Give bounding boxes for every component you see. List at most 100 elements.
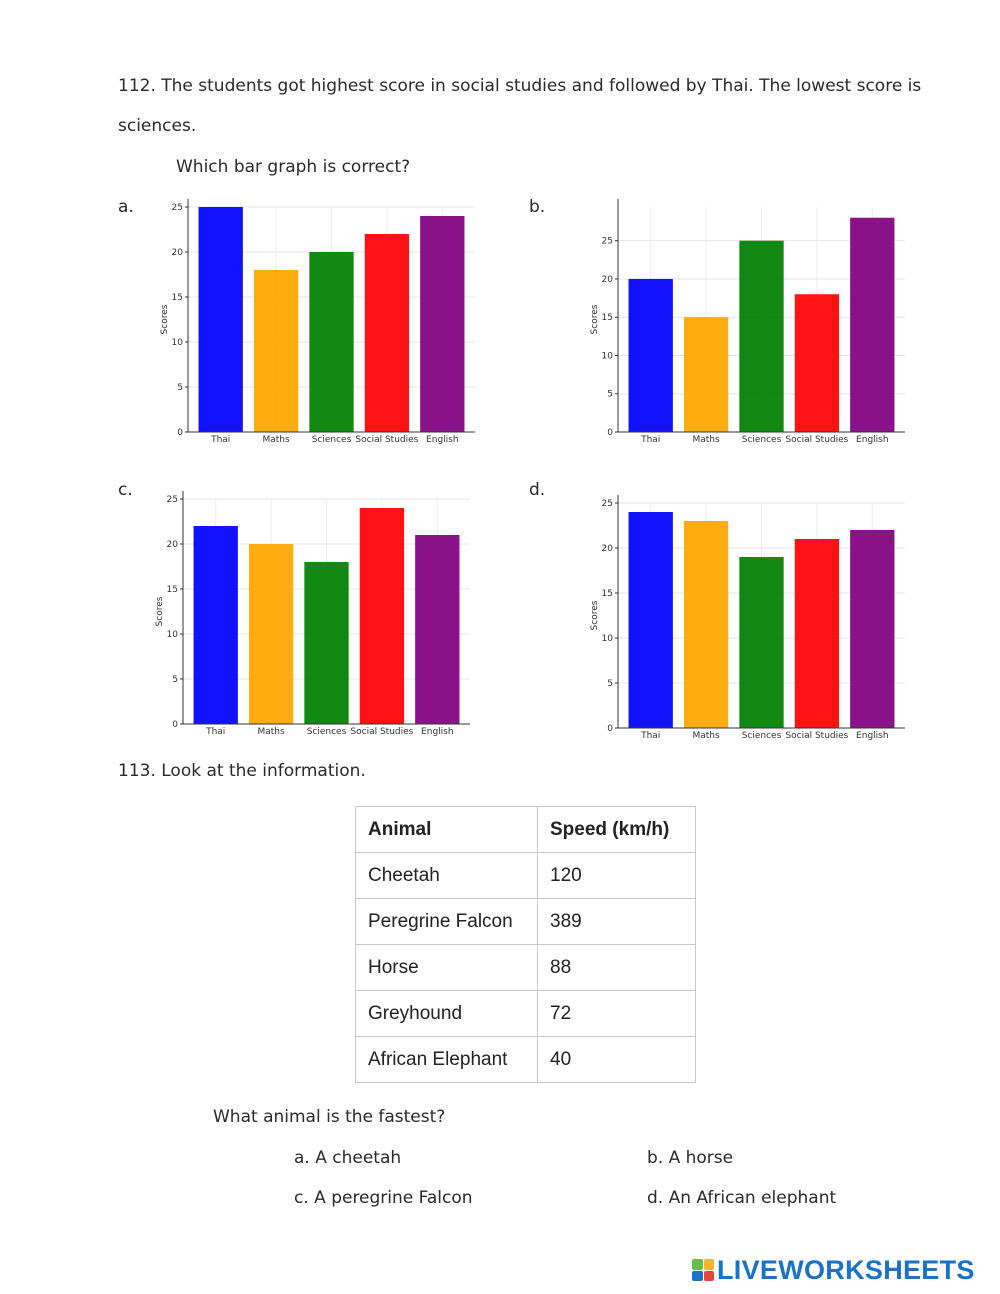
y-tick-label: 25: [167, 495, 178, 505]
bar-maths: [683, 317, 729, 432]
bar-english: [415, 535, 460, 724]
bar-social-studies: [794, 539, 840, 728]
x-tick-label: Maths: [692, 731, 720, 741]
q113-option-d[interactable]: d. An African elephant: [647, 1188, 837, 1208]
y-tick-label: 5: [177, 383, 183, 393]
q112-question: Which bar graph is correct?: [176, 157, 411, 177]
y-axis-label: Scores: [590, 600, 600, 630]
x-tick-label: Thai: [640, 435, 660, 445]
y-tick-label: 0: [177, 428, 183, 438]
q113-option-c[interactable]: c. A peregrine Falcon: [294, 1188, 473, 1208]
table-cell-animal: Horse: [355, 944, 538, 991]
y-axis-label: Scores: [590, 304, 600, 334]
x-tick-label: Sciences: [742, 435, 782, 445]
y-tick-label: 5: [607, 679, 613, 689]
bar-english: [420, 216, 465, 432]
table-header-speed: Speed (km/h): [537, 806, 696, 853]
x-tick-label: English: [856, 731, 889, 741]
x-tick-label: Maths: [692, 435, 720, 445]
option-a-label[interactable]: a.: [118, 197, 134, 217]
y-tick-label: 20: [602, 544, 614, 554]
bar-english: [850, 530, 895, 728]
x-tick-label: Social Studies: [355, 435, 418, 445]
option-d-label[interactable]: d.: [529, 480, 546, 500]
option-b-label[interactable]: b.: [529, 197, 546, 217]
x-tick-label: Sciences: [307, 727, 347, 737]
liveworksheets-wordmark: LIVEWORKSHEETS: [717, 1254, 975, 1285]
bar-maths: [248, 544, 294, 724]
table-cell-speed: 88: [537, 944, 696, 991]
y-tick-label: 15: [602, 589, 613, 599]
x-tick-label: Maths: [262, 435, 290, 445]
q112-prompt: 112. The students got highest score in s…: [118, 76, 922, 96]
table-cell-animal: African Elephant: [355, 1036, 538, 1083]
y-tick-label: 25: [172, 203, 183, 213]
y-tick-label: 10: [167, 630, 179, 640]
y-tick-label: 20: [167, 540, 179, 550]
table-header-animal: Animal: [355, 806, 538, 853]
bar-social-studies: [364, 234, 410, 432]
table-header-row: Animal Speed (km/h): [355, 806, 696, 853]
table-cell-speed: 120: [537, 852, 696, 899]
y-tick-label: 0: [607, 724, 613, 734]
x-tick-label: Thai: [640, 731, 660, 741]
table-row: African Elephant 40: [355, 1036, 696, 1083]
animal-speed-table: Animal Speed (km/h) Cheetah 120 Peregrin…: [355, 806, 696, 1083]
q112-prompt-continued: sciences.: [118, 116, 197, 136]
x-tick-label: Social Studies: [785, 435, 848, 445]
y-tick-label: 15: [167, 585, 178, 595]
table-cell-animal: Cheetah: [355, 852, 538, 899]
y-tick-label: 10: [602, 634, 614, 644]
x-tick-label: Sciences: [742, 731, 782, 741]
y-tick-label: 10: [172, 338, 184, 348]
x-tick-label: Social Studies: [350, 727, 413, 737]
y-tick-label: 15: [602, 313, 613, 323]
y-tick-label: 5: [607, 390, 613, 400]
bar-thai: [628, 278, 673, 432]
liveworksheets-logo-icon: [692, 1259, 714, 1281]
y-tick-label: 25: [602, 237, 613, 247]
y-tick-label: 0: [607, 428, 613, 438]
y-tick-label: 20: [602, 275, 614, 285]
q113-question: What animal is the fastest?: [213, 1107, 446, 1127]
y-tick-label: 10: [602, 351, 614, 361]
bar-thai: [198, 207, 243, 432]
table-cell-animal: Greyhound: [355, 990, 538, 1037]
bar-sciences: [739, 240, 784, 432]
bar-chart-option-d: 0 5 10 15 20 25 Thai Maths Sciences Social Studie…: [590, 495, 905, 741]
y-axis-label: Scores: [155, 596, 165, 626]
table-cell-speed: 40: [537, 1036, 696, 1083]
q113-option-a[interactable]: a. A cheetah: [294, 1148, 402, 1168]
table-cell-animal: Peregrine Falcon: [355, 898, 538, 945]
bar-maths: [253, 270, 299, 432]
table-row: Horse 88: [355, 944, 696, 991]
x-tick-label: Social Studies: [785, 731, 848, 741]
table-row: Greyhound 72: [355, 990, 696, 1037]
q113-prompt: 113. Look at the information.: [118, 761, 366, 781]
y-tick-label: 25: [602, 499, 613, 509]
bar-social-studies: [794, 294, 840, 432]
q113-option-b[interactable]: b. A horse: [647, 1148, 734, 1168]
bar-chart-option-b: 0 5 10 15 20 25 Thai Maths Sciences Social Studie…: [590, 199, 905, 445]
bar-chart-option-a: 0 5 10 15 20 25 Thai Maths Sciences Social Studie…: [160, 199, 475, 445]
x-tick-label: Thai: [205, 727, 225, 737]
y-tick-label: 15: [172, 293, 183, 303]
bar-chart-option-c: 0 5 10 15 20 25 Thai Maths Sciences Social Studie…: [155, 491, 470, 737]
x-tick-label: Thai: [210, 435, 230, 445]
bar-thai: [628, 512, 673, 728]
x-tick-label: English: [856, 435, 889, 445]
table-cell-speed: 389: [537, 898, 696, 945]
table-row: Peregrine Falcon 389: [355, 898, 696, 945]
x-tick-label: Maths: [257, 727, 285, 737]
y-tick-label: 5: [172, 675, 178, 685]
y-axis-label: Scores: [160, 304, 170, 334]
bar-social-studies: [359, 508, 405, 724]
bar-sciences: [304, 562, 349, 724]
table-row: Cheetah 120: [355, 852, 696, 899]
y-tick-label: 20: [172, 248, 184, 258]
option-c-label[interactable]: c.: [118, 480, 133, 500]
y-tick-label: 0: [172, 720, 178, 730]
liveworksheets-logo: LIVEWORKSHEETS: [692, 1252, 975, 1288]
bar-maths: [683, 521, 729, 728]
bar-sciences: [309, 252, 354, 432]
